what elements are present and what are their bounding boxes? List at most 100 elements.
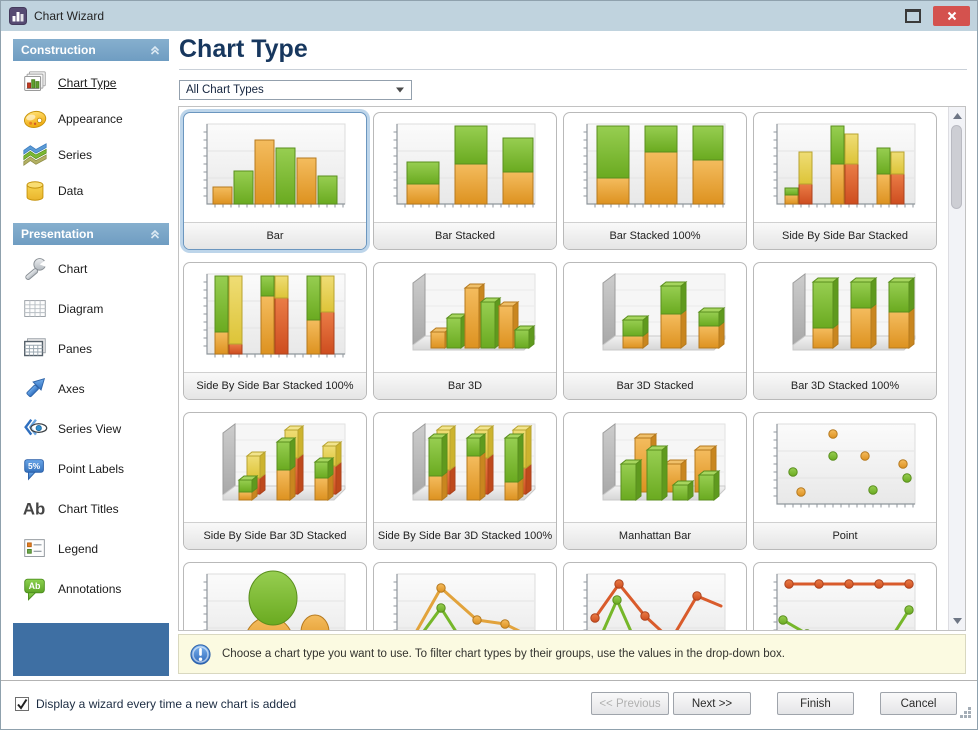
close-button[interactable] [933,6,970,26]
close-icon [947,11,956,21]
sidebar-item-label: Chart [58,262,88,276]
sbs-bar-stacked-thumbnail [754,113,936,222]
chart-type-card-line-c[interactable] [753,562,937,630]
chart-type-card-bubble[interactable] [183,562,367,630]
sidebar: Construction Chart Type Appearance Series Da… [13,39,169,623]
line-a-thumbnail [374,563,556,630]
chart-type-card-line-b[interactable] [563,562,747,630]
sidebar-item-label: Series View [58,422,122,436]
appearance-icon [21,105,49,133]
bar-3d-stacked-100-thumbnail [754,263,936,372]
sidebar-item-point-labels[interactable]: 5% Point Labels [13,449,169,489]
series-view-icon [21,415,49,443]
sidebar-item-label: Point Labels [58,462,125,476]
chart-icon [21,255,49,283]
info-icon [189,643,212,666]
sidebar-item-panes[interactable]: Panes [13,329,169,369]
display-wizard-checkbox[interactable] [15,697,29,711]
display-wizard-label: Display a wizard every time a new chart … [36,697,297,711]
scrollbar-thumb[interactable] [951,125,962,209]
resize-grip[interactable] [959,706,972,724]
card-label: Side By Side Bar Stacked [754,222,936,249]
chart-type-filter-dropdown[interactable]: All Chart Types [179,80,412,100]
sidebar-item-label: Annotations [58,582,122,596]
sidebar-item-chart[interactable]: Chart [13,249,169,289]
sidebar-group-construction[interactable]: Construction [13,39,169,61]
svg-text:Ab: Ab [29,581,41,591]
chart-type-card-bar-3d[interactable]: Bar 3D [373,262,557,400]
chart-type-card-line-a[interactable] [373,562,557,630]
card-label: Bar Stacked [374,222,556,249]
annotations-icon: Ab [21,575,49,603]
bar-stacked-thumbnail [374,113,556,222]
sidebar-footer-panel [13,623,169,676]
card-label: Bar Stacked 100% [564,222,746,249]
sidebar-item-legend[interactable]: Legend [13,529,169,569]
scrollbar-down-button[interactable] [949,613,965,629]
chart-type-card-bar-stacked[interactable]: Bar Stacked [373,112,557,250]
vertical-scrollbar[interactable] [948,107,965,630]
next-button[interactable]: Next >> [673,692,751,715]
collapse-chevron-icon [149,44,161,56]
window-titlebar: Chart Wizard [1,1,977,31]
chart-type-card-bar-3d-stacked[interactable]: Bar 3D Stacked [563,262,747,400]
dropdown-value: All Chart Types [186,84,264,96]
sidebar-item-annotations[interactable]: Ab Annotations [13,569,169,609]
bar-3d-stacked-thumbnail [564,263,746,372]
card-label: Bar 3D [374,372,556,399]
chart-type-card-bar[interactable]: Bar [183,112,367,250]
chart-titles-icon: Ab [21,495,49,523]
sbs-bar-3d-stacked-100-thumbnail [374,413,556,522]
manhattan-bar-thumbnail [564,413,746,522]
sidebar-item-diagram[interactable]: Diagram [13,289,169,329]
cancel-button[interactable]: Cancel [880,692,957,715]
finish-button[interactable]: Finish [777,692,854,715]
card-label: Side By Side Bar 3D Stacked [184,522,366,549]
sidebar-item-label: Series [58,148,93,162]
bar-thumbnail [184,113,366,222]
sidebar-item-appearance[interactable]: Appearance [13,101,169,137]
diagram-icon [21,295,49,323]
collapse-chevron-icon [149,228,161,240]
data-icon [21,177,49,205]
chart-type-card-sbs-bar-3d-stacked[interactable]: Side By Side Bar 3D Stacked [183,412,367,550]
chart-type-card-sbs-bar-3d-stacked-100[interactable]: Side By Side Bar 3D Stacked 100% [373,412,557,550]
card-label: Bar [184,222,366,249]
sidebar-item-series-view[interactable]: Series View [13,409,169,449]
svg-text:Ab: Ab [23,500,45,519]
sidebar-item-chart-titles[interactable]: Ab Chart Titles [13,489,169,529]
bar-stacked-100-thumbnail [564,113,746,222]
window-title: Chart Wizard [34,9,105,23]
point-thumbnail [754,413,936,522]
sidebar-item-data[interactable]: Data [13,173,169,209]
line-b-thumbnail [564,563,746,630]
chart-type-card-bar-3d-stacked-100[interactable]: Bar 3D Stacked 100% [753,262,937,400]
sidebar-item-label: Data [58,184,84,198]
card-label: Bar 3D Stacked 100% [754,372,936,399]
axes-icon [21,375,49,403]
sidebar-item-axes[interactable]: Axes [13,369,169,409]
point-labels-icon: 5% [21,455,49,483]
chart-type-grid: Bar Bar Stacked Bar Stacked 100% Side By Si… [183,112,945,630]
sidebar-item-label: Diagram [58,302,104,316]
chart-type-card-manhattan-bar[interactable]: Manhattan Bar [563,412,747,550]
sidebar-item-label: Axes [58,382,85,396]
chart-type-card-sbs-bar-stacked-100[interactable]: Side By Side Bar Stacked 100% [183,262,367,400]
sidebar-item-label: Appearance [58,112,123,126]
chart-type-list: Bar Bar Stacked Bar Stacked 100% Side By Si… [178,106,966,631]
chart-type-card-sbs-bar-stacked[interactable]: Side By Side Bar Stacked [753,112,937,250]
sbs-bar-stacked-100-thumbnail [184,263,366,372]
sidebar-item-chart-type[interactable]: Chart Type [13,65,169,101]
info-bar: Choose a chart type you want to use. To … [178,634,966,674]
chart-type-card-point[interactable]: Point [753,412,937,550]
line-c-thumbnail [754,563,936,630]
card-label: Side By Side Bar 3D Stacked 100% [374,522,556,549]
page-title: Chart Type [179,35,308,63]
scrollbar-up-button[interactable] [949,108,965,124]
sidebar-item-label: Chart Type [58,76,117,90]
chart-type-card-bar-stacked-100[interactable]: Bar Stacked 100% [563,112,747,250]
sidebar-item-series[interactable]: Series [13,137,169,173]
sidebar-group-presentation[interactable]: Presentation [13,223,169,245]
maximize-button[interactable] [905,9,921,23]
